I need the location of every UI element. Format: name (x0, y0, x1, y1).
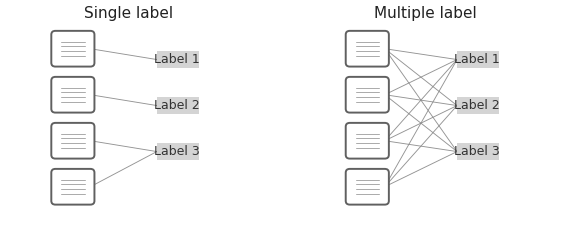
Text: Label 1: Label 1 (154, 53, 199, 66)
FancyBboxPatch shape (51, 123, 94, 159)
FancyBboxPatch shape (346, 31, 389, 66)
Bar (457, 97, 499, 114)
Bar (457, 143, 499, 160)
Bar (157, 97, 199, 114)
Text: Label 3: Label 3 (154, 145, 199, 158)
Text: Label 3: Label 3 (454, 145, 500, 158)
Text: Multiple label: Multiple label (374, 6, 477, 21)
FancyBboxPatch shape (346, 169, 389, 205)
Bar (157, 52, 199, 68)
Text: Label 2: Label 2 (154, 99, 199, 112)
FancyBboxPatch shape (51, 169, 94, 205)
FancyBboxPatch shape (51, 31, 94, 66)
Bar (457, 52, 499, 68)
Text: Label 2: Label 2 (454, 99, 500, 112)
Text: Label 1: Label 1 (454, 53, 500, 66)
FancyBboxPatch shape (346, 123, 389, 159)
Bar (157, 143, 199, 160)
FancyBboxPatch shape (346, 77, 389, 113)
Text: Single label: Single label (84, 6, 173, 21)
FancyBboxPatch shape (51, 77, 94, 113)
